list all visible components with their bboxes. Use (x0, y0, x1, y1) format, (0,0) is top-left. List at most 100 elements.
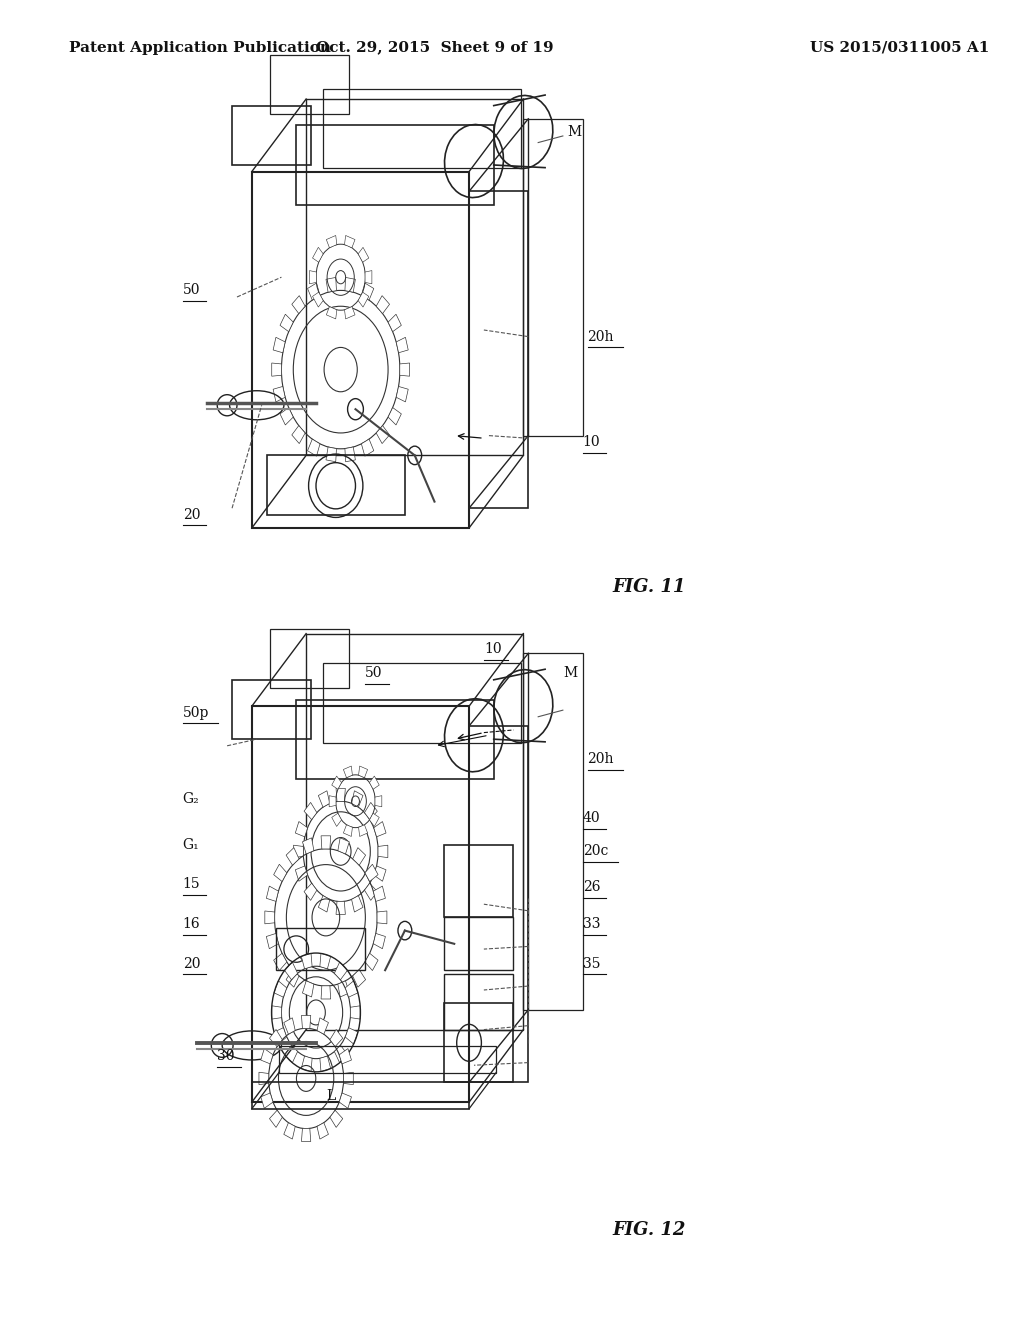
Text: US 2015/0311005 A1: US 2015/0311005 A1 (810, 41, 989, 54)
Bar (469, 191, 528, 508)
Text: G₂: G₂ (182, 792, 200, 805)
Text: Patent Application Publication: Patent Application Publication (70, 41, 331, 54)
Polygon shape (345, 277, 355, 292)
Bar (270, 630, 349, 689)
Text: 50: 50 (182, 284, 200, 297)
Polygon shape (307, 282, 319, 300)
Polygon shape (396, 338, 409, 352)
Polygon shape (318, 896, 330, 912)
Text: M: M (563, 667, 577, 680)
Bar (252, 1082, 469, 1109)
Polygon shape (365, 865, 378, 882)
Polygon shape (295, 866, 307, 882)
Polygon shape (326, 447, 337, 462)
Bar (296, 125, 494, 205)
Polygon shape (374, 933, 385, 949)
Text: 16: 16 (182, 917, 201, 931)
Polygon shape (301, 1056, 312, 1072)
Text: FIG. 12: FIG. 12 (612, 1221, 686, 1239)
Polygon shape (396, 387, 409, 401)
Polygon shape (271, 363, 282, 376)
Polygon shape (265, 911, 274, 924)
Bar (523, 119, 583, 436)
Polygon shape (332, 813, 342, 826)
Polygon shape (286, 847, 299, 865)
Polygon shape (330, 1110, 343, 1127)
Polygon shape (304, 883, 316, 900)
Polygon shape (358, 825, 368, 837)
Text: G₁: G₁ (182, 838, 200, 851)
Polygon shape (335, 1045, 347, 1063)
Bar (444, 917, 513, 970)
Polygon shape (273, 387, 285, 401)
Polygon shape (332, 776, 342, 789)
Polygon shape (261, 1093, 273, 1109)
Bar (469, 726, 528, 1082)
Polygon shape (358, 292, 369, 308)
Text: 26: 26 (583, 880, 600, 894)
Polygon shape (307, 440, 319, 457)
Bar (279, 1047, 497, 1072)
Polygon shape (343, 825, 352, 837)
Bar (306, 99, 523, 455)
Polygon shape (286, 970, 299, 987)
Text: Oct. 29, 2015  Sheet 9 of 19: Oct. 29, 2015 Sheet 9 of 19 (315, 41, 553, 54)
Polygon shape (376, 296, 389, 314)
Text: L: L (326, 1089, 335, 1102)
Text: 50: 50 (366, 667, 383, 680)
Polygon shape (301, 1129, 310, 1142)
Bar (444, 845, 513, 917)
Text: 20c: 20c (583, 845, 608, 858)
Bar (306, 634, 523, 1030)
Bar (232, 106, 311, 165)
Text: 20h: 20h (588, 752, 614, 766)
Polygon shape (259, 1072, 268, 1085)
Polygon shape (269, 1110, 283, 1127)
Polygon shape (317, 1123, 329, 1139)
Polygon shape (350, 1006, 360, 1019)
Polygon shape (273, 865, 287, 882)
Polygon shape (294, 845, 303, 858)
Polygon shape (280, 408, 293, 425)
Text: 40: 40 (583, 812, 600, 825)
Bar (232, 680, 311, 739)
Polygon shape (344, 235, 355, 248)
Polygon shape (343, 1072, 353, 1085)
Polygon shape (374, 866, 386, 882)
Text: 10: 10 (583, 436, 600, 449)
Polygon shape (378, 845, 388, 858)
Bar (252, 706, 469, 1102)
Polygon shape (361, 440, 374, 457)
Polygon shape (336, 902, 345, 915)
Polygon shape (329, 796, 336, 807)
Polygon shape (351, 896, 364, 912)
Polygon shape (345, 447, 355, 462)
Polygon shape (330, 1030, 343, 1047)
Polygon shape (358, 766, 368, 777)
Polygon shape (322, 836, 331, 849)
Polygon shape (374, 821, 386, 837)
Bar (266, 455, 404, 515)
Polygon shape (388, 408, 401, 425)
Polygon shape (358, 247, 369, 263)
Bar (270, 54, 349, 115)
Bar (444, 974, 513, 1030)
Polygon shape (285, 1045, 298, 1063)
Polygon shape (312, 247, 324, 263)
Bar (444, 1003, 513, 1082)
Text: FIG. 11: FIG. 11 (612, 578, 686, 597)
Polygon shape (336, 788, 345, 801)
Polygon shape (295, 821, 307, 837)
Polygon shape (269, 1030, 283, 1047)
Polygon shape (345, 981, 358, 997)
Polygon shape (366, 271, 372, 284)
Polygon shape (302, 981, 314, 997)
Polygon shape (344, 306, 355, 319)
Polygon shape (361, 282, 374, 300)
Polygon shape (273, 953, 287, 970)
Polygon shape (304, 803, 316, 820)
Polygon shape (284, 1018, 295, 1034)
Polygon shape (317, 1018, 329, 1034)
Polygon shape (388, 314, 401, 331)
Polygon shape (327, 235, 337, 248)
